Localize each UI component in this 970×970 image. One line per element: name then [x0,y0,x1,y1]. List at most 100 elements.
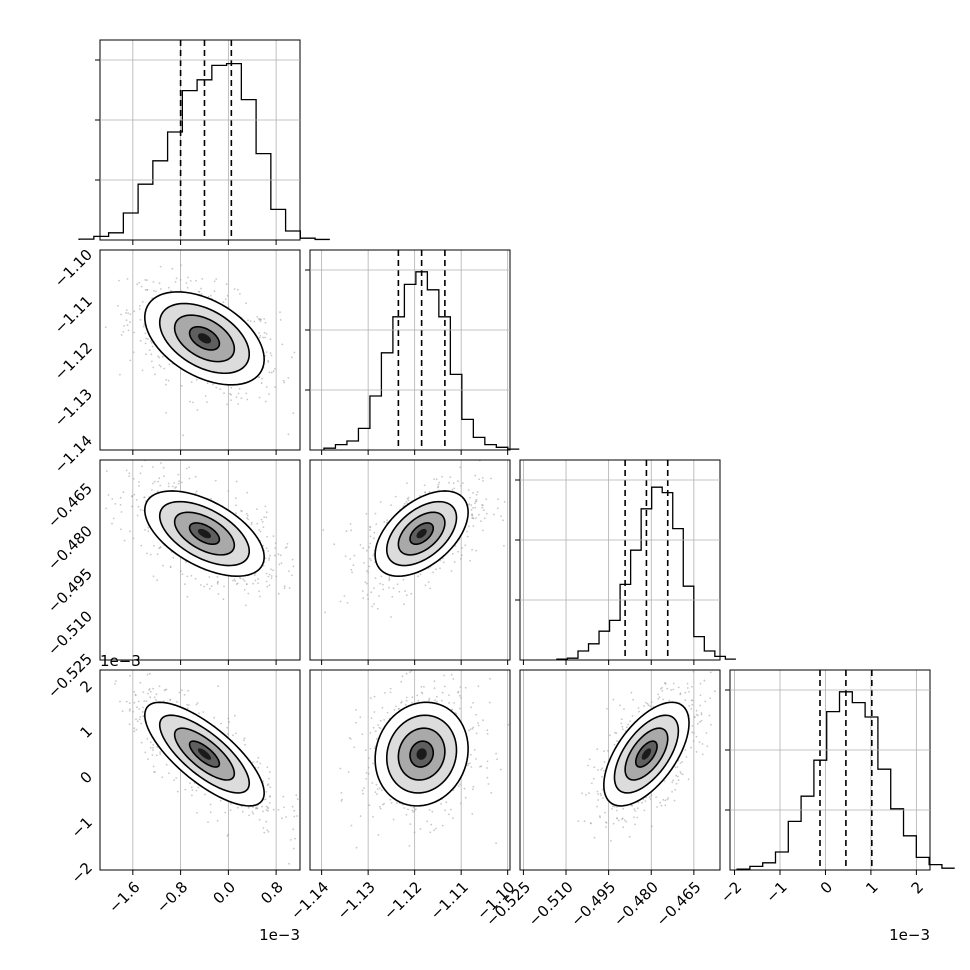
sample-point [472,492,474,494]
sample-point [149,746,152,749]
sample-point [658,696,661,698]
sample-point [277,553,280,556]
sample-point [377,834,380,836]
sample-point [375,737,378,740]
sample-point [607,749,609,752]
sample-point [226,726,229,729]
sample-point [687,778,690,781]
sample-point [283,381,285,384]
sample-point [241,810,244,813]
sample-point [610,839,612,842]
sample-point [129,313,132,316]
sample-point [207,821,209,823]
sample-point [706,745,709,748]
sample-point [148,688,151,690]
sample-point [343,595,346,597]
sample-point [220,722,222,725]
sample-point [704,700,707,703]
sample-point [433,687,436,690]
sample-point [288,587,291,589]
sample-point [373,537,375,540]
y-tick-label: 0 [77,768,96,787]
sample-point [391,595,394,598]
sample-point [159,265,162,268]
sample-point [143,496,146,498]
sample-point [245,392,248,395]
sample-point [374,512,377,515]
sample-point [695,735,698,738]
sample-point [613,805,616,808]
sample-point [490,477,492,480]
y-tick-label: −2 [68,859,96,887]
sample-point [585,794,587,796]
sample-point [227,833,230,836]
sample-point [97,274,99,276]
sample-point [230,803,232,805]
density-peak [197,748,212,760]
sample-point [120,334,123,336]
sample-point [293,809,296,812]
sample-point [269,352,272,354]
sample-point [700,713,703,716]
sample-point [388,577,391,580]
sample-point [710,723,712,726]
sample-point [155,290,157,293]
sample-point [457,785,460,787]
sample-point [158,282,161,285]
sample-point [232,579,234,582]
sample-point [123,325,125,327]
sample-point [427,581,430,583]
sample-point [677,775,679,778]
sample-point [177,482,180,485]
sample-point [245,302,248,305]
sample-point [270,577,273,580]
sample-point [254,579,257,582]
sample-point [708,714,711,717]
sample-point [597,793,599,795]
sample-point [152,744,155,746]
sample-point [417,699,420,702]
sample-point [242,578,245,581]
sample-point [376,788,379,790]
sample-point [301,595,303,597]
sample-point [132,478,135,480]
sample-point [379,727,382,730]
sample-point [265,791,268,793]
sample-point [206,401,208,403]
sample-point [429,587,432,590]
sample-point [259,762,262,765]
sample-point [163,475,165,478]
sample-point [135,718,137,721]
density-contour [385,500,458,567]
sample-point [235,480,238,483]
sample-point [350,529,352,532]
sample-point [381,706,384,709]
sample-point [448,694,450,696]
sample-point [279,554,282,557]
sample-point [346,602,349,604]
sample-point [149,553,152,556]
sample-point [590,822,592,825]
sample-point [371,605,374,608]
density-peak [197,528,212,539]
sample-point [132,351,135,354]
sample-point [392,587,395,590]
sample-point [513,798,515,800]
sample-point [692,670,695,673]
sample-point [388,579,391,582]
y-axis-scale-label: 1e−3 [100,652,141,670]
sample-point [410,592,413,595]
sample-point [400,701,402,704]
sample-point [471,513,473,516]
sample-point [442,561,445,564]
sample-point [161,776,164,779]
sample-point [186,595,189,598]
sample-point [234,497,237,500]
sample-point [623,819,626,822]
sample-point [187,276,189,279]
sample-point [291,558,294,561]
sample-point [474,474,477,477]
sample-point [676,766,679,768]
sample-point [472,702,474,704]
sample-point [286,543,289,545]
